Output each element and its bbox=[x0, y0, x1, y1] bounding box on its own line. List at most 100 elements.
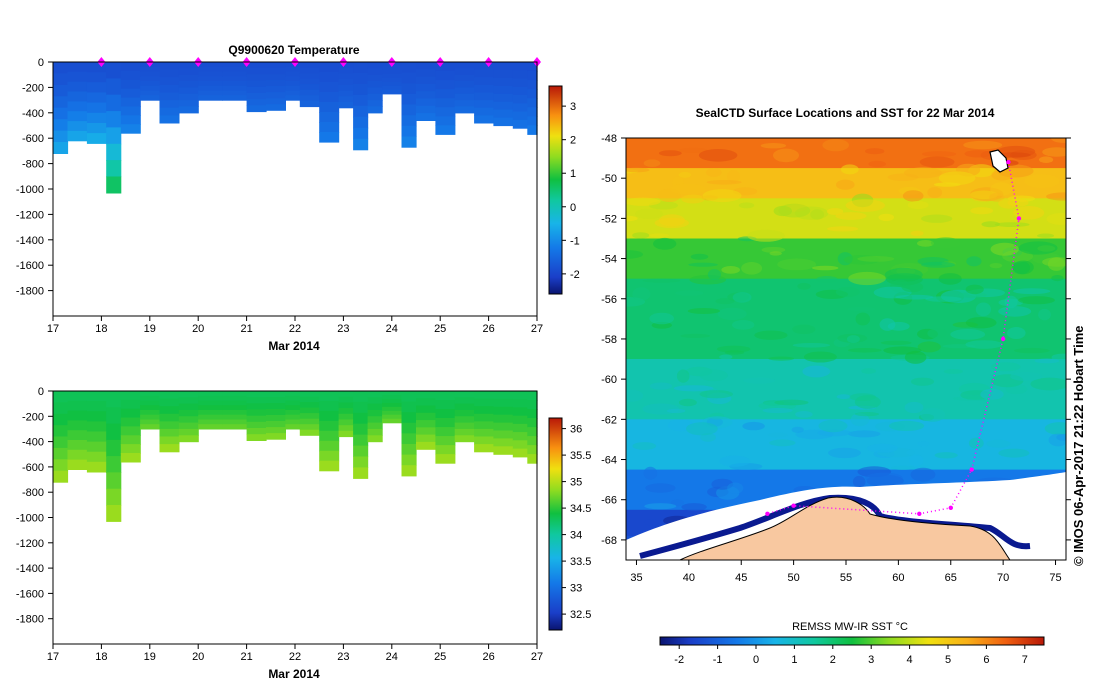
profile-cell bbox=[299, 73, 320, 80]
profile-cell bbox=[53, 436, 69, 449]
sst-texture bbox=[632, 287, 651, 301]
profile-cell bbox=[222, 414, 248, 420]
profile-cell bbox=[512, 432, 528, 441]
profile-cell bbox=[198, 400, 223, 406]
sst-texture bbox=[861, 368, 877, 374]
sst-texture bbox=[762, 407, 793, 414]
profile-cell bbox=[140, 81, 161, 87]
sst-texture bbox=[1010, 372, 1043, 381]
sst-texture bbox=[732, 292, 752, 303]
salinity-colorbar bbox=[548, 417, 563, 631]
profile-cell bbox=[367, 410, 383, 417]
profile-cell bbox=[140, 400, 161, 406]
map-title: SealCTD Surface Locations and SST for 22… bbox=[696, 106, 995, 120]
profile-cell bbox=[178, 422, 199, 430]
sst-texture bbox=[659, 214, 685, 227]
sst-texture bbox=[1030, 377, 1066, 391]
profile-cell bbox=[178, 81, 199, 88]
profile-cell bbox=[67, 130, 88, 142]
y-tick-label: -200 bbox=[22, 411, 44, 423]
profile-cell bbox=[527, 391, 538, 401]
profile-cell bbox=[198, 81, 223, 87]
profile-cell bbox=[67, 400, 88, 412]
temperature-chart-title: Q9900620 Temperature bbox=[228, 43, 360, 57]
y-tick-label: 0 bbox=[38, 386, 44, 398]
profile-cell bbox=[338, 90, 354, 97]
profile-cell bbox=[474, 62, 495, 71]
profile-cell bbox=[353, 401, 369, 414]
profile-cell bbox=[246, 86, 267, 94]
profile-cell bbox=[178, 391, 199, 398]
coastal-cold-water bbox=[639, 494, 1031, 559]
profile-cell bbox=[86, 102, 107, 114]
profile-cell bbox=[159, 406, 180, 415]
profile-cell bbox=[246, 68, 267, 75]
profile-cell bbox=[493, 406, 514, 416]
sst-texture bbox=[854, 412, 880, 417]
profile-cell bbox=[512, 391, 528, 400]
profile-cell bbox=[299, 89, 320, 96]
profile-cell bbox=[474, 428, 495, 438]
profile-cell bbox=[285, 424, 301, 430]
profile-cell bbox=[86, 72, 107, 83]
profile-cell bbox=[435, 445, 456, 455]
sst-texture bbox=[644, 519, 660, 526]
sst-texture bbox=[906, 449, 925, 456]
sst-texture bbox=[998, 448, 1030, 458]
profile-cell bbox=[285, 414, 301, 420]
profile-cell bbox=[159, 62, 180, 71]
temperature-colorbar bbox=[548, 85, 563, 295]
profile-cell bbox=[512, 111, 528, 121]
sst-texture bbox=[904, 401, 924, 414]
profile-cell bbox=[512, 119, 528, 129]
x-tick-label: 21 bbox=[240, 651, 252, 663]
lon-tick-label: 50 bbox=[787, 572, 799, 584]
profile-cell bbox=[401, 83, 417, 95]
profile-cell bbox=[527, 116, 538, 126]
y-tick-label: -400 bbox=[22, 108, 44, 120]
profile-cell bbox=[106, 391, 122, 408]
profile-cell bbox=[454, 397, 475, 405]
profile-cell bbox=[319, 112, 340, 123]
kerguelen-island bbox=[989, 149, 1009, 173]
profile-cell bbox=[338, 84, 354, 92]
sst-texture bbox=[818, 419, 848, 433]
lat-tick-label: -58 bbox=[601, 334, 617, 346]
sst-texture bbox=[742, 421, 765, 431]
map-longitude-axis: 35 40 45 50 55 60 65 70 75 bbox=[630, 560, 1062, 584]
profile-cell bbox=[120, 417, 141, 428]
profile-cell bbox=[338, 413, 354, 421]
profile-cell bbox=[454, 416, 475, 424]
profile-cell bbox=[159, 428, 180, 438]
sst-colorbar-tick-label: 2 bbox=[830, 654, 836, 666]
profile-cell bbox=[353, 73, 369, 85]
profile-cell bbox=[527, 436, 538, 446]
profile-cell bbox=[53, 62, 69, 74]
profile-cell bbox=[53, 413, 69, 426]
sst-colorbar-tick-label: 4 bbox=[907, 654, 913, 666]
profile-cell bbox=[401, 62, 417, 74]
sst-texture bbox=[767, 432, 788, 438]
sst-texture bbox=[998, 306, 1032, 317]
profile-cell bbox=[474, 69, 495, 78]
x-tick-label: 26 bbox=[482, 651, 494, 663]
profile-cell bbox=[106, 439, 122, 457]
profile-cell bbox=[159, 84, 180, 94]
profile-cell bbox=[178, 416, 199, 424]
profile-cell bbox=[86, 123, 107, 134]
profile-cell bbox=[67, 420, 88, 431]
sst-texture bbox=[688, 262, 718, 267]
profile-cell bbox=[512, 103, 528, 113]
profile-cell bbox=[367, 428, 383, 436]
sst-texture bbox=[706, 180, 742, 185]
sst-texture bbox=[681, 503, 707, 511]
seal-location-point bbox=[1000, 336, 1006, 342]
sst-texture bbox=[930, 237, 961, 249]
temperature-x-axis: 17 18 19 20 21 22 23 24 25 26 27 bbox=[47, 316, 543, 335]
profile-cell bbox=[299, 424, 320, 431]
profile-cell bbox=[416, 441, 436, 450]
profile-cell bbox=[86, 461, 107, 473]
sst-texture bbox=[774, 399, 809, 406]
profile-cell bbox=[474, 115, 495, 124]
sst-texture bbox=[830, 382, 859, 394]
